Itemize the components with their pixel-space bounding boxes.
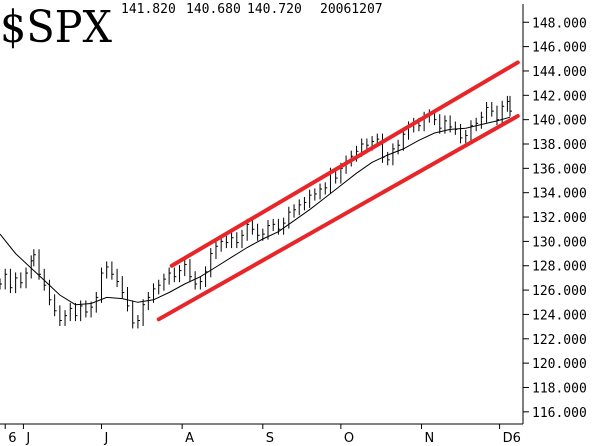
y-tick-label: 142.000 [532, 89, 587, 104]
y-tick-label: 140.000 [532, 114, 587, 129]
upper-channel-line [169, 60, 520, 268]
y-tick-label: 138.000 [532, 138, 587, 153]
x-tick-label: S [266, 431, 274, 446]
y-tick-label: 130.000 [532, 235, 587, 250]
y-tick-label: 128.000 [532, 260, 587, 275]
chart-title: $SPX [0, 2, 113, 53]
moving-average-line [0, 116, 511, 306]
x-tick-label: 6 [8, 431, 16, 446]
x-tick-label: J [103, 431, 108, 446]
y-tick-label: 144.000 [532, 65, 587, 80]
y-axis: 116.000 118.000 120.000 122.000 124.000 126.0… [522, 4, 587, 424]
y-tick-label: 134.000 [532, 187, 587, 202]
lower-channel-line [156, 114, 520, 322]
x-tick-label: O [344, 431, 354, 446]
trend-channel [156, 60, 520, 322]
header-value-1: 141.820 [121, 2, 176, 17]
y-tick-label: 116.000 [532, 406, 587, 421]
x-tick-label: D6 [503, 431, 521, 446]
x-axis: 6 J J A S O N D6 [0, 423, 523, 446]
y-tick-label: 132.000 [532, 211, 587, 226]
y-tick-label: 122.000 [532, 333, 587, 348]
y-tick-label: 146.000 [532, 41, 587, 56]
header-date: 20061207 [320, 2, 383, 17]
y-tick-label: 126.000 [532, 284, 587, 299]
y-tick-label: 148.000 [532, 16, 587, 31]
y-tick-label: 120.000 [532, 357, 587, 372]
header-value-2: 140.680 [186, 2, 241, 17]
x-tick-label: N [425, 431, 435, 446]
y-tick-label: 136.000 [532, 162, 587, 177]
header-value-3: 140.720 [247, 2, 302, 17]
y-tick-label: 118.000 [532, 381, 587, 396]
x-tick-label: J [25, 431, 30, 446]
x-tick-label: A [185, 431, 194, 446]
y-tick-label: 124.000 [532, 308, 587, 323]
